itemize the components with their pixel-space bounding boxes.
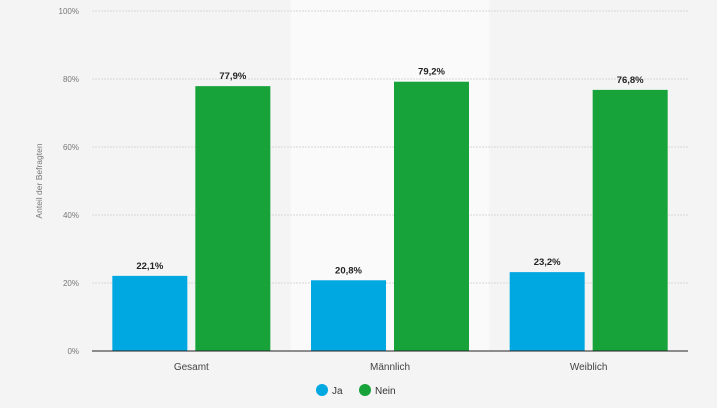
- legend-marker-ja: [316, 384, 328, 396]
- y-axis-label: Anteil der Befragten: [34, 143, 44, 218]
- y-tick-label: 40%: [63, 211, 79, 220]
- bar-ja: [311, 280, 386, 351]
- legend-marker-nein: [359, 384, 371, 396]
- y-tick-label: 100%: [59, 7, 79, 16]
- data-label: 76,8%: [617, 75, 644, 86]
- y-tick-label: 20%: [63, 279, 79, 288]
- bar-nein: [592, 89, 668, 351]
- x-tick-label: Gesamt: [174, 362, 209, 373]
- y-tick-label: 80%: [63, 75, 79, 84]
- bar-nein: [394, 81, 469, 351]
- x-tick-label: Weiblich: [570, 362, 608, 373]
- bar-nein: [195, 86, 271, 351]
- data-label: 22,1%: [136, 261, 163, 272]
- legend-label-ja: Ja: [332, 386, 343, 397]
- data-label: 23,2%: [534, 257, 561, 268]
- legend-label-nein: Nein: [375, 386, 396, 397]
- data-label: 79,2%: [418, 67, 445, 78]
- y-tick-label: 0%: [67, 347, 79, 356]
- bar-ja: [112, 275, 188, 351]
- bar-ja: [509, 272, 585, 351]
- x-tick-label: Männlich: [370, 362, 410, 373]
- data-label: 77,9%: [219, 71, 246, 82]
- y-tick-label: 60%: [63, 143, 79, 152]
- data-label: 20,8%: [335, 265, 362, 276]
